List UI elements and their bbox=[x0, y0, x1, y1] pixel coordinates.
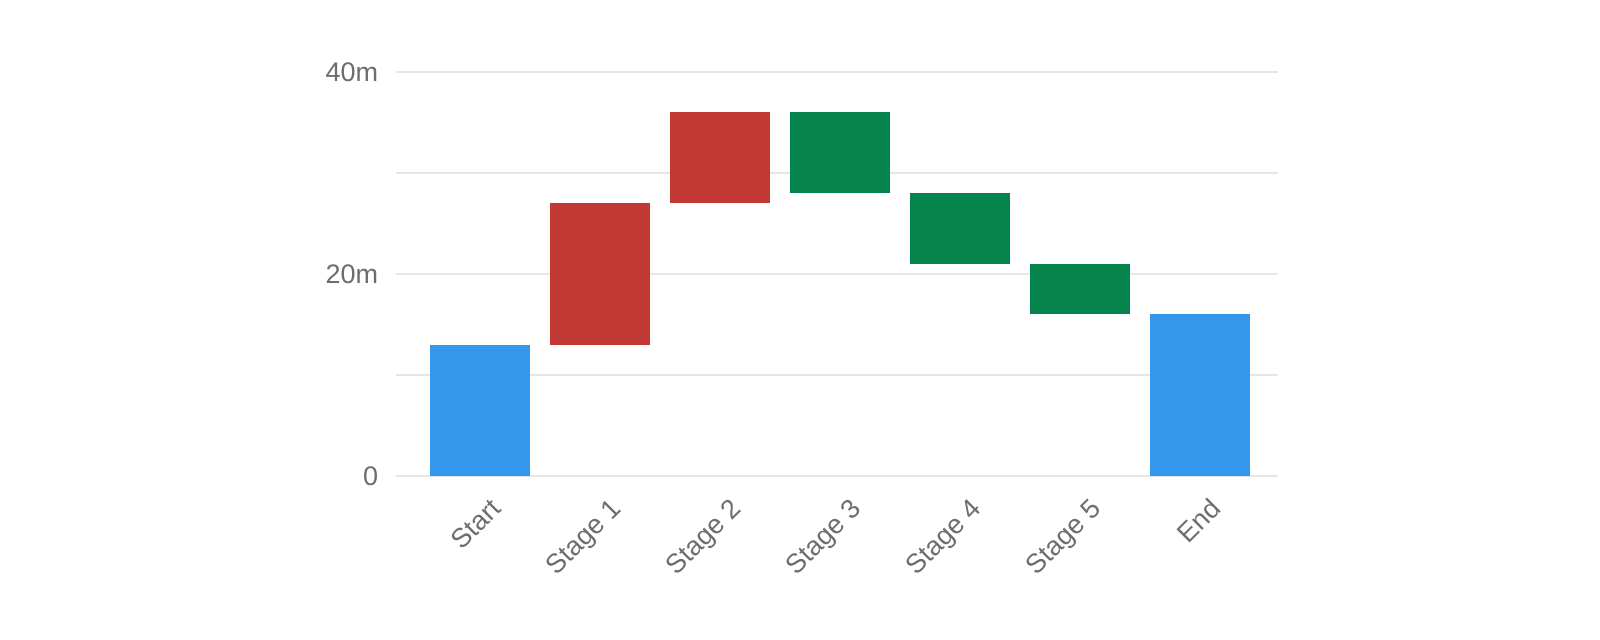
gridline-40 bbox=[396, 71, 1278, 73]
bar-stage-5[interactable] bbox=[1030, 263, 1130, 315]
gridline-20 bbox=[396, 273, 1278, 275]
x-label-start: Start bbox=[444, 493, 507, 555]
gridline-10 bbox=[396, 374, 1278, 376]
y-label-0: 0 bbox=[362, 461, 378, 491]
plot-area bbox=[396, 71, 1278, 477]
y-label-40m: 40m bbox=[325, 57, 378, 87]
bar-stage-3[interactable] bbox=[790, 112, 890, 194]
y-label-20m: 20m bbox=[325, 259, 378, 289]
x-label-stage-2: Stage 2 bbox=[659, 493, 747, 581]
gridline-0 bbox=[396, 475, 1278, 477]
x-label-stage-3: Stage 3 bbox=[779, 493, 867, 581]
bar-start[interactable] bbox=[430, 344, 530, 476]
x-label-stage-1: Stage 1 bbox=[539, 493, 627, 581]
bar-stage-1[interactable] bbox=[550, 203, 650, 345]
bar-stage-2[interactable] bbox=[670, 112, 770, 204]
bar-end[interactable] bbox=[1150, 314, 1250, 476]
x-label-stage-4: Stage 4 bbox=[899, 493, 987, 581]
x-label-stage-5: Stage 5 bbox=[1019, 493, 1107, 581]
x-label-end: End bbox=[1171, 493, 1227, 549]
bar-stage-4[interactable] bbox=[910, 193, 1010, 264]
